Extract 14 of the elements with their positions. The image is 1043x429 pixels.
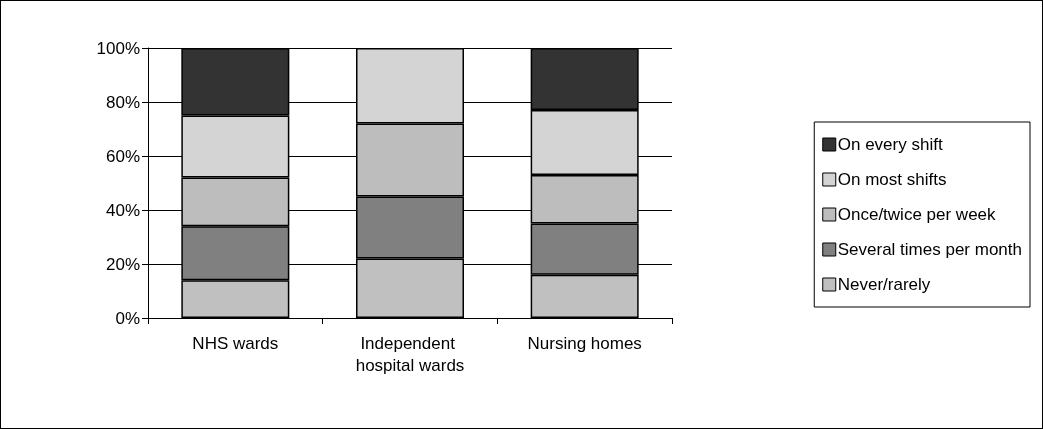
x-tick-label: Nursing homes [527, 333, 642, 353]
legend-label: Once/twice per week [837, 205, 997, 224]
legend-label: Several times per month [837, 240, 1023, 259]
x-tick-label: NHS wards [192, 333, 279, 353]
legend-label: Never/rarely [837, 275, 931, 294]
y-tick-label: 40% [105, 200, 140, 220]
y-tick-label: 60% [105, 146, 140, 166]
y-tick-label: 100% [96, 38, 140, 58]
legend-label: On most shifts [837, 170, 947, 189]
y-tick-label: 0% [115, 308, 140, 328]
y-tick-label: 80% [105, 92, 140, 112]
x-tick-label: Independent hospital wards [355, 333, 465, 375]
y-tick-label: 20% [105, 254, 140, 274]
legend-label: On every shift [837, 135, 943, 154]
